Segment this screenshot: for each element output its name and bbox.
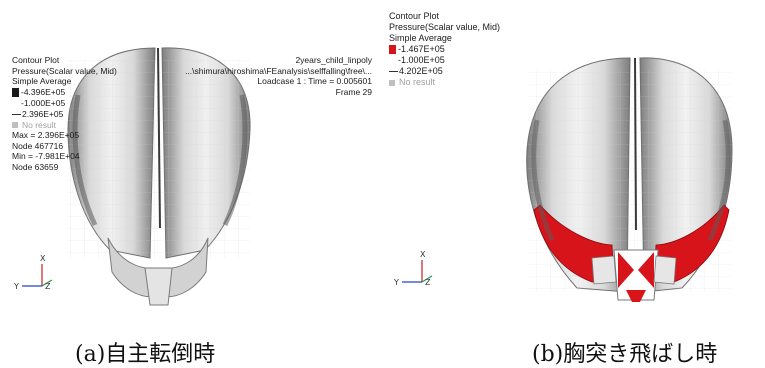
min-node: Node 63659 xyxy=(12,161,59,172)
axis-z-label: Z xyxy=(425,278,431,287)
legend-value-3: 2.396E+05 xyxy=(22,108,64,119)
legend-averaging: Simple Average xyxy=(389,33,452,43)
legend-entry-2: -1.000E+05 xyxy=(389,55,500,66)
legend-entry-1: -4.396E+05 xyxy=(12,87,117,98)
axis-x-label: X xyxy=(40,254,46,263)
no-result-swatch-icon xyxy=(389,79,395,86)
legend-value-2: -1.000E+05 xyxy=(398,55,445,65)
caption-a: (a)自主転倒時 xyxy=(75,342,216,367)
legend-entry-1: -1.467E+05 xyxy=(389,44,500,55)
axis-triad-b: X Y Z xyxy=(393,250,433,287)
legend-result-type: Pressure(Scalar value, Mid) xyxy=(12,65,117,76)
legend-swatch-red xyxy=(389,45,396,55)
contour-plot-legend-a: Contour Plot Pressure(Scalar value, Mid)… xyxy=(12,55,117,172)
brain-model-b xyxy=(526,57,733,302)
legend-no-result: No result xyxy=(389,77,500,88)
axis-x-label: X xyxy=(420,250,426,259)
legend-title: Contour Plot xyxy=(389,11,440,21)
frame-number: Frame 29 xyxy=(335,86,372,97)
axis-triad-a: X Y Z xyxy=(13,254,53,291)
legend-no-result: No result xyxy=(12,120,117,131)
legend-swatch-white xyxy=(12,98,19,108)
legend-line-icon xyxy=(12,113,21,115)
legend-value-1: -4.396E+05 xyxy=(21,86,66,97)
legend-swatch-white xyxy=(389,56,396,66)
loadcase-time: Loadcase 1 : Time = 0.005601 xyxy=(257,76,372,86)
axis-y-label: Y xyxy=(393,278,399,287)
legend-value-3: 4.202E+05 xyxy=(399,66,443,76)
min-value: Min = -7.981E+04 xyxy=(12,151,80,161)
caption-b: (b)胸突き飛ばし時 xyxy=(532,342,718,367)
max-node: Node 467716 xyxy=(12,140,64,151)
brain-model-a xyxy=(67,47,251,306)
legend-line-icon xyxy=(389,71,398,73)
legend-value-2: -1.000E+05 xyxy=(21,97,66,108)
legend-entry-3: 4.202E+05 xyxy=(389,66,500,77)
axis-y-label: Y xyxy=(13,282,19,291)
legend-value-1: -1.467E+05 xyxy=(398,44,445,54)
no-result-swatch-icon xyxy=(12,122,18,129)
viewport-panel-a[interactable]: Contour Plot Pressure(Scalar value, Mid)… xyxy=(0,0,375,310)
no-result-label: No result xyxy=(399,77,436,87)
file-path: ...\shimura\hiroshima\FEanalysis\selffal… xyxy=(185,65,372,76)
legend-averaging: Simple Average xyxy=(12,76,72,86)
model-info-a: 2years_child_linpoly ...\shimura\hiroshi… xyxy=(150,55,372,97)
legend-swatch-black xyxy=(12,87,19,97)
max-value: Max = 2.396E+05 xyxy=(12,130,80,140)
legend-entry-2: -1.000E+05 xyxy=(12,98,117,109)
axis-z-label: Z xyxy=(45,282,51,291)
contour-plot-legend-b: Contour Plot Pressure(Scalar value, Mid)… xyxy=(389,11,500,88)
no-result-label: No result xyxy=(22,119,57,130)
legend-entry-3: 2.396E+05 xyxy=(12,109,117,120)
viewport-panel-b[interactable]: Contour Plot Pressure(Scalar value, Mid)… xyxy=(382,0,765,310)
legend-title: Contour Plot xyxy=(12,55,60,65)
model-name: 2years_child_linpoly xyxy=(295,55,372,65)
legend-result-type: Pressure(Scalar value, Mid) xyxy=(389,22,501,32)
